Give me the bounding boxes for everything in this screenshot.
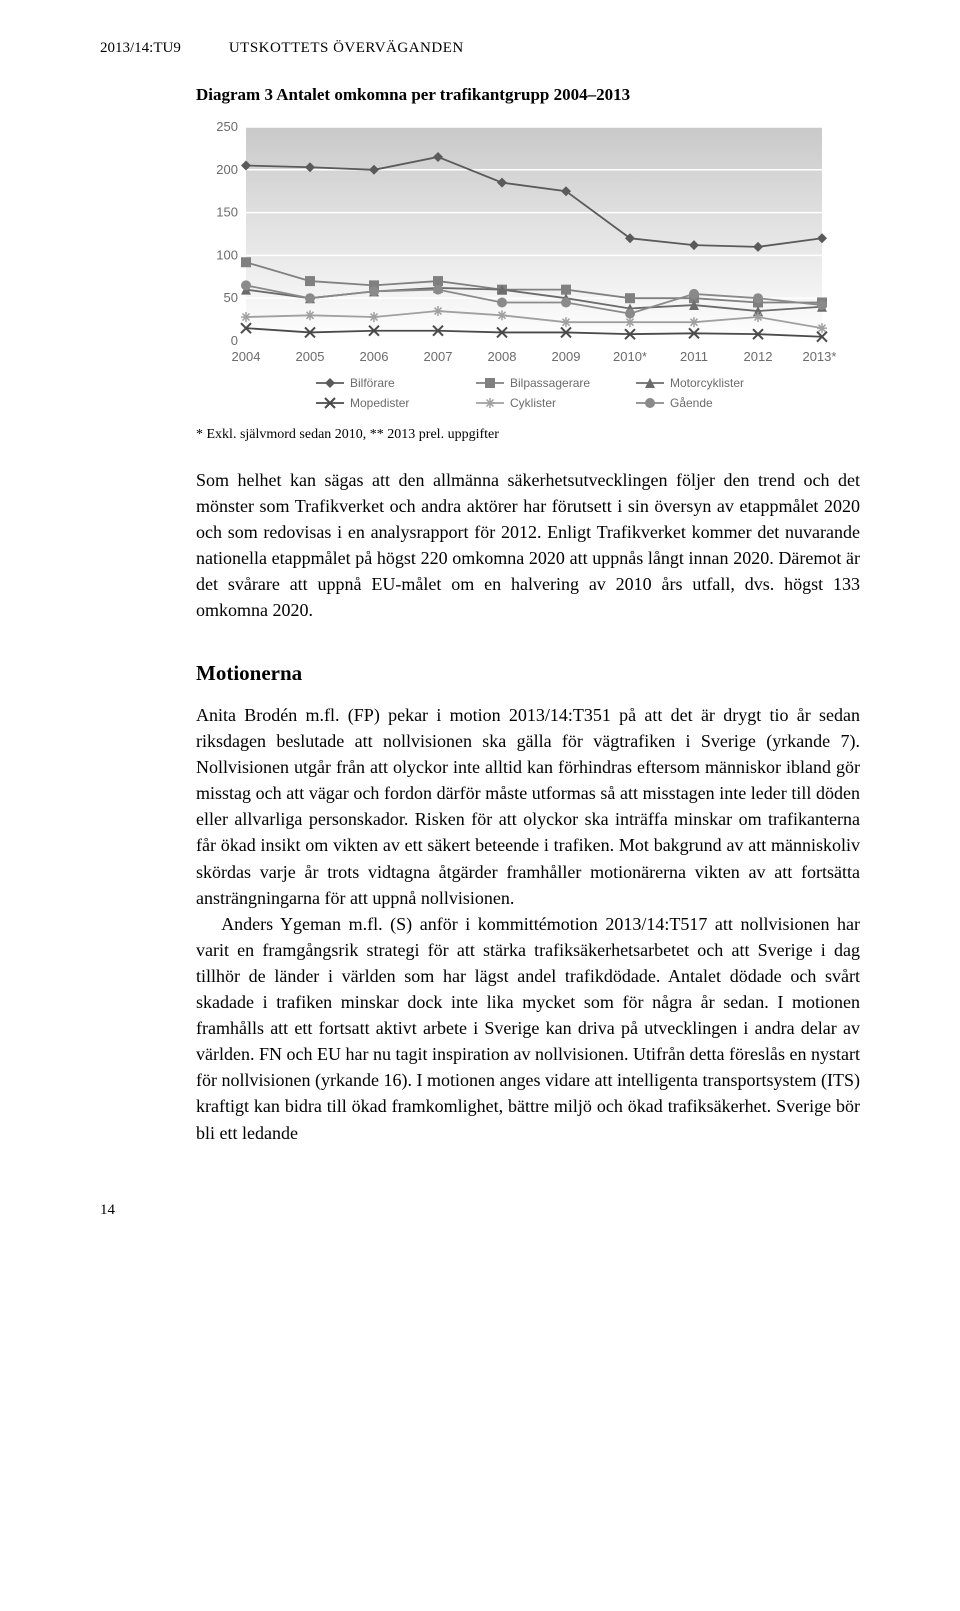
svg-text:200: 200 — [216, 162, 238, 177]
svg-text:150: 150 — [216, 205, 238, 220]
svg-text:2013**: 2013** — [802, 349, 836, 364]
svg-text:2012: 2012 — [744, 349, 773, 364]
paragraph: Anita Brodén m.fl. (FP) pekar i motion 2… — [196, 702, 860, 911]
paragraph: Som helhet kan sägas att den allmänna sä… — [196, 467, 860, 624]
svg-text:50: 50 — [224, 290, 238, 305]
svg-text:0: 0 — [231, 333, 238, 348]
svg-text:2009: 2009 — [552, 349, 581, 364]
svg-text:2006: 2006 — [360, 349, 389, 364]
body-text: Som helhet kan sägas att den allmänna sä… — [196, 467, 860, 1146]
line-chart: 0 50 100 150 200 250 2004 2005 2006 2007 2008 2009 2… — [196, 117, 836, 417]
svg-text:Mopedister: Mopedister — [350, 396, 409, 410]
svg-text:2010*: 2010* — [613, 349, 647, 364]
svg-text:100: 100 — [216, 247, 238, 262]
paragraph: Anders Ygeman m.fl. (S) anför i kommitté… — [196, 911, 860, 1146]
svg-text:2007: 2007 — [424, 349, 453, 364]
diagram-title: Diagram 3 Antalet omkomna per trafikantg… — [196, 85, 860, 105]
section-title: UTSKOTTETS ÖVERVÄGANDEN — [229, 40, 464, 57]
page-header: 2013/14:TU9 UTSKOTTETS ÖVERVÄGANDEN — [100, 40, 860, 57]
subheading-motionerna: Motionerna — [196, 658, 860, 688]
page: 2013/14:TU9 UTSKOTTETS ÖVERVÄGANDEN Diag… — [0, 0, 960, 1279]
svg-text:2011: 2011 — [680, 349, 708, 364]
page-number: 14 — [100, 1202, 860, 1219]
diagram-caption: * Exkl. självmord sedan 2010, ** 2013 pr… — [196, 427, 860, 443]
svg-text:Bilförare: Bilförare — [350, 376, 395, 390]
svg-text:Motorcyklister: Motorcyklister — [670, 376, 744, 390]
diagram-block: Diagram 3 Antalet omkomna per trafikantg… — [196, 85, 860, 443]
svg-text:2004: 2004 — [232, 349, 261, 364]
svg-text:2005: 2005 — [296, 349, 325, 364]
svg-text:Bilpassagerare: Bilpassagerare — [510, 376, 590, 390]
document-id: 2013/14:TU9 — [100, 40, 181, 57]
svg-text:Gående: Gående — [670, 396, 713, 410]
svg-text:2008: 2008 — [488, 349, 517, 364]
svg-text:Cyklister: Cyklister — [510, 396, 556, 410]
svg-text:250: 250 — [216, 119, 238, 134]
